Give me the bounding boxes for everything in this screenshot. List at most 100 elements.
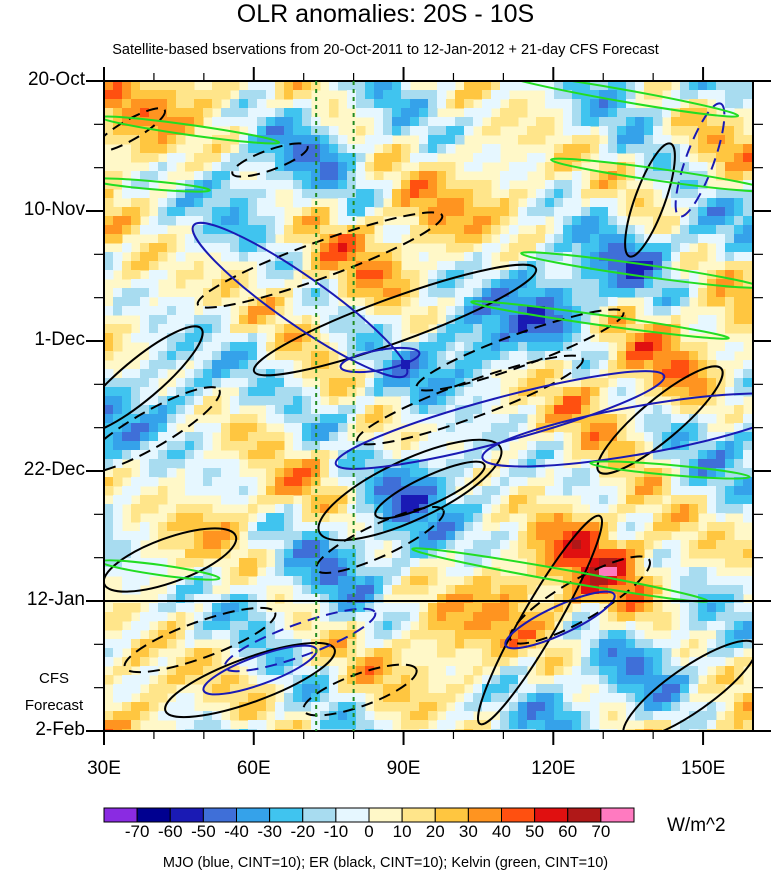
anomaly-cell [374, 126, 384, 136]
anomaly-cell [626, 342, 636, 352]
anomaly-cell [239, 630, 249, 640]
anomaly-cell [176, 693, 186, 703]
anomaly-cell [509, 252, 519, 262]
anomaly-cell [482, 252, 492, 262]
anomaly-cell [167, 351, 177, 361]
anomaly-cell [581, 720, 591, 730]
anomaly-cell [599, 693, 609, 703]
anomaly-cell [482, 234, 492, 244]
anomaly-cell [473, 540, 483, 550]
anomaly-cell [140, 522, 150, 532]
anomaly-cell [185, 189, 195, 199]
anomaly-cell [635, 252, 645, 262]
anomaly-cell [158, 351, 168, 361]
anomaly-cell [176, 378, 186, 388]
anomaly-cell [329, 135, 339, 145]
anomaly-cell [491, 81, 501, 91]
anomaly-cell [671, 171, 681, 181]
anomaly-cell [734, 252, 744, 262]
anomaly-cell [671, 324, 681, 334]
anomaly-cell [509, 576, 519, 586]
anomaly-cell [401, 270, 411, 280]
anomaly-cell [374, 477, 384, 487]
anomaly-cell [113, 225, 123, 235]
anomaly-cell [338, 549, 348, 559]
anomaly-cell [617, 333, 627, 343]
anomaly-cell [482, 675, 492, 685]
anomaly-cell [599, 360, 609, 370]
anomaly-cell [185, 513, 195, 523]
anomaly-cell [527, 405, 537, 415]
er-contour [164, 641, 336, 719]
anomaly-cell [122, 207, 132, 217]
anomaly-cell [536, 270, 546, 280]
anomaly-cell [581, 315, 591, 325]
anomaly-cell [707, 90, 717, 100]
anomaly-cell [536, 576, 546, 586]
anomaly-cell [320, 432, 330, 442]
anomaly-cell [248, 324, 258, 334]
anomaly-cell [194, 189, 204, 199]
anomaly-cell [419, 369, 429, 379]
anomaly-cell [707, 297, 717, 307]
anomaly-cell [167, 603, 177, 613]
anomaly-cell [122, 369, 132, 379]
anomaly-cell [536, 657, 546, 667]
anomaly-cell [725, 171, 735, 181]
anomaly-cell [437, 234, 447, 244]
anomaly-cell [293, 459, 303, 469]
anomaly-cell [248, 621, 258, 631]
anomaly-cell [221, 234, 231, 244]
anomaly-cell [392, 675, 402, 685]
anomaly-cell [500, 513, 510, 523]
anomaly-cell [248, 594, 258, 604]
anomaly-cell [491, 207, 501, 217]
anomaly-cell [104, 342, 114, 352]
anomaly-cell [509, 198, 519, 208]
anomaly-cell [617, 342, 627, 352]
anomaly-cell [617, 684, 627, 694]
anomaly-cell [689, 675, 699, 685]
anomaly-cell [617, 522, 627, 532]
anomaly-cell [266, 216, 276, 226]
anomaly-cell [491, 324, 501, 334]
anomaly-cell [662, 378, 672, 388]
anomaly-cell [518, 477, 528, 487]
anomaly-cell [320, 243, 330, 253]
anomaly-cell [347, 288, 357, 298]
anomaly-cell [365, 198, 375, 208]
anomaly-cell [257, 261, 267, 271]
anomaly-cell [302, 135, 312, 145]
anomaly-cell [410, 558, 420, 568]
anomaly-cell [725, 603, 735, 613]
anomaly-cell [320, 342, 330, 352]
anomaly-cell [257, 144, 267, 154]
anomaly-cell [671, 693, 681, 703]
anomaly-cell [374, 405, 384, 415]
anomaly-cell [203, 180, 213, 190]
colorbar-swatch [467, 807, 502, 823]
anomaly-cell [239, 135, 249, 145]
anomaly-cell [653, 144, 663, 154]
anomaly-cell [581, 423, 591, 433]
anomaly-cell [743, 657, 753, 667]
anomaly-cell [545, 693, 555, 703]
anomaly-cell [599, 108, 609, 118]
anomaly-cell [734, 558, 744, 568]
anomaly-cell [374, 441, 384, 451]
anomaly-cell [176, 297, 186, 307]
anomaly-cell [590, 396, 600, 406]
anomaly-cell [635, 639, 645, 649]
anomaly-cell [626, 675, 636, 685]
anomaly-cell [464, 360, 474, 370]
anomaly-cell [482, 450, 492, 460]
anomaly-cell [401, 711, 411, 721]
anomaly-cell [428, 333, 438, 343]
anomaly-cell [572, 315, 582, 325]
anomaly-cell [482, 261, 492, 271]
anomaly-cell [158, 423, 168, 433]
anomaly-cell [644, 594, 654, 604]
anomaly-cell [293, 189, 303, 199]
anomaly-cell [599, 549, 609, 559]
er-contour [104, 325, 204, 435]
